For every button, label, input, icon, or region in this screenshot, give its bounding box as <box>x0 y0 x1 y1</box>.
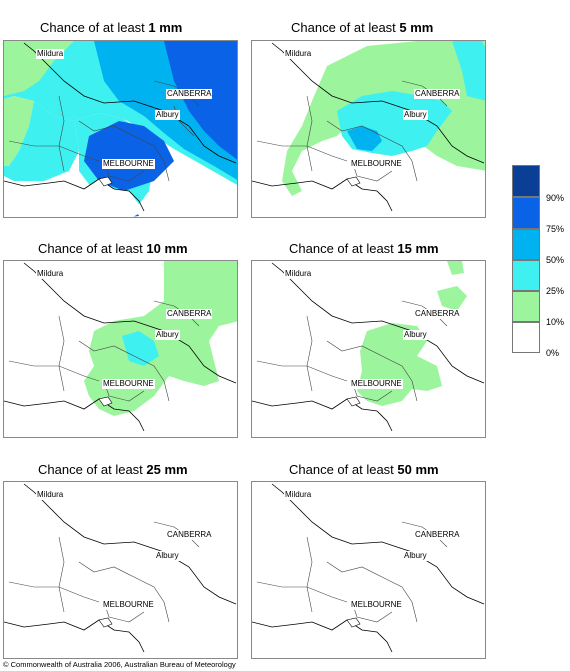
map-25mm: Mildura CANBERRA Albury MELBOURNE <box>3 481 238 659</box>
city-label-canberra: CANBERRA <box>166 530 213 540</box>
legend-swatch-75 <box>512 197 540 229</box>
city-label-melbourne: MELBOURNE <box>102 379 155 389</box>
map-15mm: Mildura CANBERRA Albury MELBOURNE <box>251 260 486 438</box>
city-label-mildura: Mildura <box>36 269 65 279</box>
panel-title-15mm: Chance of at least 15 mm <box>289 241 439 256</box>
map-5mm: Mildura CANBERRA Albury MELBOURNE <box>251 40 486 218</box>
legend-label-10: 10% <box>546 317 565 327</box>
city-label-albury: Albury <box>155 330 180 340</box>
panel-title-5mm: Chance of at least 5 mm <box>291 20 434 35</box>
city-label-albury: Albury <box>155 551 180 561</box>
legend-label-0: 0% <box>546 348 560 358</box>
map-10mm: Mildura CANBERRA Albury MELBOURNE <box>3 260 238 438</box>
map-1mm: Mildura CANBERRA Albury MELBOURNE <box>3 40 238 218</box>
legend-swatch-10 <box>512 291 540 322</box>
copyright-footer: © Commonwealth of Australia 2006, Austra… <box>3 660 236 669</box>
city-label-canberra: CANBERRA <box>414 309 461 319</box>
city-label-albury: Albury <box>403 110 428 120</box>
panel-title-1mm: Chance of at least 1 mm <box>40 20 183 35</box>
legend-swatch-50 <box>512 229 540 260</box>
city-label-canberra: CANBERRA <box>414 530 461 540</box>
panel-title-10mm: Chance of at least 10 mm <box>38 241 188 256</box>
city-label-melbourne: MELBOURNE <box>102 159 155 169</box>
legend-label-90: 90% <box>546 193 565 203</box>
legend-swatch-25 <box>512 260 540 291</box>
city-label-melbourne: MELBOURNE <box>350 379 403 389</box>
panel-title-25mm: Chance of at least 25 mm <box>38 462 188 477</box>
city-label-melbourne: MELBOURNE <box>102 600 155 610</box>
legend-swatch-90 <box>512 165 540 197</box>
city-label-mildura: Mildura <box>284 269 313 279</box>
legend-label-25: 25% <box>546 286 565 296</box>
city-label-melbourne: MELBOURNE <box>350 159 403 169</box>
legend-label-75: 75% <box>546 224 565 234</box>
legend-swatch-0 <box>512 322 540 353</box>
city-label-albury: Albury <box>155 110 180 120</box>
city-label-mildura: Mildura <box>36 49 65 59</box>
city-label-canberra: CANBERRA <box>166 89 213 99</box>
legend-label-50: 50% <box>546 255 565 265</box>
city-label-melbourne: MELBOURNE <box>350 600 403 610</box>
panel-title-50mm: Chance of at least 50 mm <box>289 462 439 477</box>
map-50mm: Mildura CANBERRA Albury MELBOURNE <box>251 481 486 659</box>
city-label-mildura: Mildura <box>284 490 313 500</box>
city-label-canberra: CANBERRA <box>166 309 213 319</box>
city-label-albury: Albury <box>403 551 428 561</box>
city-label-mildura: Mildura <box>284 49 313 59</box>
city-label-mildura: Mildura <box>36 490 65 500</box>
city-label-albury: Albury <box>403 330 428 340</box>
city-label-canberra: CANBERRA <box>414 89 461 99</box>
